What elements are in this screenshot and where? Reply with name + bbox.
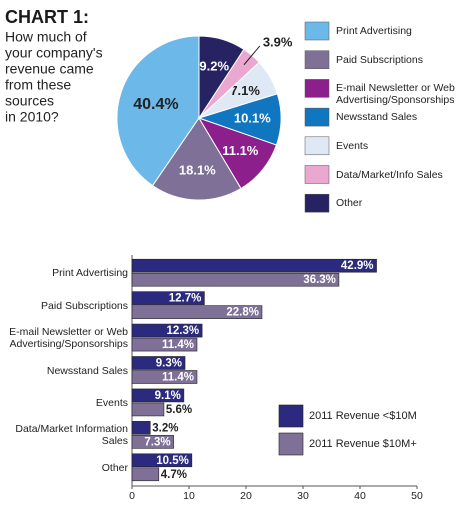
value-label: 10.5% [156, 455, 189, 467]
bar [131, 421, 151, 435]
legend-swatch [304, 136, 330, 156]
x-tick-label: 40 [354, 490, 366, 502]
x-tick-label: 50 [411, 490, 423, 502]
bar [131, 453, 193, 468]
legend-label: Other [336, 197, 363, 210]
bar [131, 323, 203, 338]
value-label: 11.4% [162, 339, 194, 351]
subtitle: revenue came [5, 61, 94, 77]
subtitle: from these [5, 77, 71, 93]
value-label: 3.2% [152, 422, 178, 434]
pie-slice [198, 35, 245, 120]
bar [131, 402, 165, 417]
subtitle: in 2010? [5, 109, 59, 125]
value-label: 9.3% [156, 358, 182, 370]
value-label: 36.3% [303, 274, 336, 286]
chart-title: CHART 1: [5, 7, 89, 27]
legend-label: 2011 Revenue <$10M [309, 410, 417, 422]
pie-slice [151, 117, 242, 201]
legend-swatch [278, 432, 304, 456]
legend-swatch [304, 21, 330, 41]
bar [131, 291, 205, 305]
category-label: Paid Subscriptions [41, 299, 128, 312]
bar [131, 272, 340, 287]
value-label: 18.1% [179, 163, 216, 178]
legend-label: Newsstand Sales [336, 111, 418, 124]
bar [131, 388, 185, 403]
legend-swatch [304, 107, 330, 127]
bar [131, 435, 174, 449]
leader-line [243, 45, 261, 66]
value-label: 9.1% [155, 390, 181, 402]
legend-label: Print Advertising [336, 25, 412, 37]
category-label: Print Advertising [52, 267, 128, 280]
bar [131, 467, 160, 482]
legend-label: Events [336, 139, 369, 152]
value-label: 42.9% [341, 260, 374, 272]
bar [131, 305, 263, 319]
value-label: 11.4% [162, 372, 194, 384]
legend-swatch [304, 79, 330, 98]
x-tick-label: 20 [240, 490, 252, 502]
value-label: 5.6% [166, 404, 192, 416]
category-label: E-mail Newsletter or Web Advertising/Spo… [9, 326, 128, 351]
pie-slice [116, 35, 200, 187]
legend-label: Paid Subscriptions [336, 53, 423, 66]
value-label: 10.1% [234, 110, 271, 125]
value-label: 3.9% [263, 34, 293, 49]
value-label: 12.3% [167, 325, 200, 337]
category-label: Newsstand Sales [46, 364, 128, 377]
legend-label: 2011 Revenue $10M+ [309, 438, 417, 450]
value-label: 9.2% [199, 58, 229, 73]
value-label: 4.7% [161, 469, 187, 481]
value-label: 12.7% [169, 293, 202, 305]
subtitle: your company's [5, 45, 103, 61]
x-tick-label: 30 [297, 490, 309, 502]
subtitle: How much of [5, 29, 87, 45]
value-label: 7.3% [144, 436, 170, 448]
legend-label: Data/Market/Info Sales [336, 168, 443, 181]
category-label: Events [95, 396, 128, 409]
legend-swatch [278, 404, 304, 428]
value-label: 40.4% [133, 96, 178, 113]
bar [131, 337, 198, 352]
subtitle: sources [5, 93, 54, 109]
bar [131, 356, 186, 370]
legend-swatch [304, 50, 330, 69]
x-tick-label: 10 [183, 490, 195, 502]
category-label: Data/Market Information Sales [15, 423, 128, 448]
category-label: Other [101, 461, 128, 474]
bar [131, 370, 198, 384]
legend-swatch [304, 193, 330, 213]
value-label: 7.1% [230, 83, 260, 98]
x-tick-label: 0 [129, 490, 135, 502]
value-label: 22.8% [226, 307, 259, 319]
legend-swatch [304, 165, 330, 184]
bar [131, 258, 377, 273]
value-label: 11.1% [222, 143, 259, 158]
legend-label: E-mail Newsletter or Web Advertising/Spo… [336, 82, 455, 107]
